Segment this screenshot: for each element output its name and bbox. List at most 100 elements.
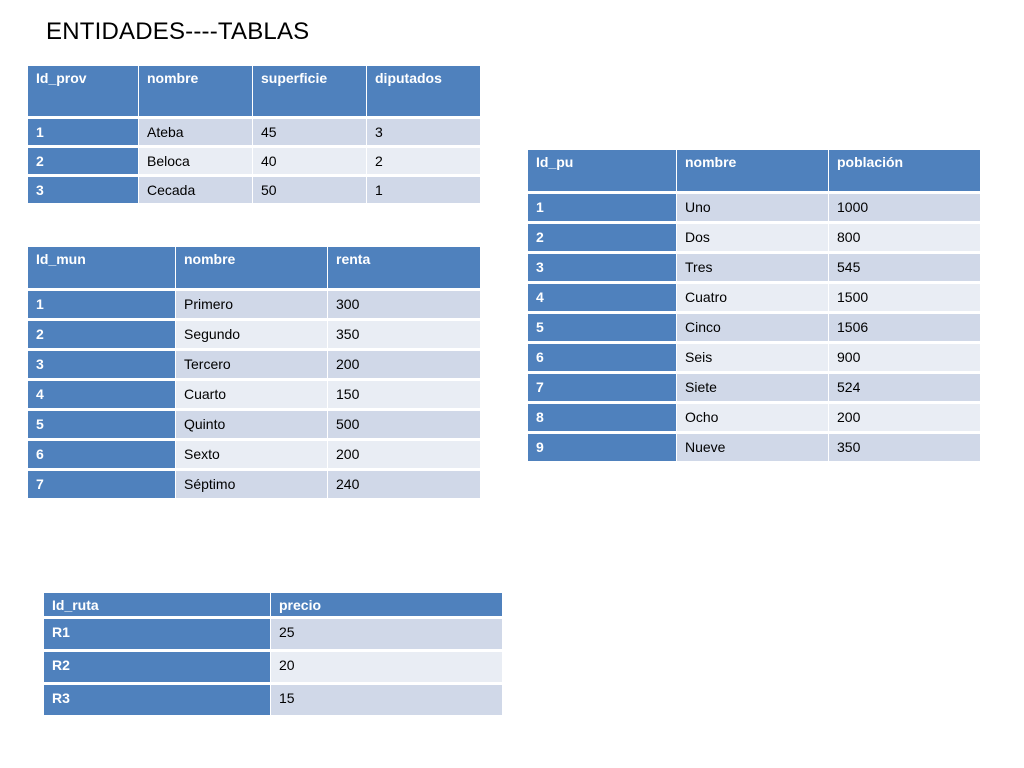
table-row: 1 Primero 300 <box>28 291 480 321</box>
header-cell: nombre <box>677 150 829 194</box>
table-header-row: Id_pu nombre población <box>528 150 980 194</box>
table-cell: Nueve <box>677 434 829 464</box>
table-row: 3 Tres 545 <box>528 254 980 284</box>
table-cell: Dos <box>677 224 829 254</box>
table-cell: 7 <box>28 471 176 501</box>
header-cell: Id_ruta <box>44 593 271 619</box>
table-cell: Beloca <box>139 148 253 177</box>
table-cell: 900 <box>829 344 980 374</box>
table-cell: 500 <box>328 411 480 441</box>
table-rutas: Id_ruta precio R1 25 R2 20 R3 15 <box>44 593 502 718</box>
table-cell: 15 <box>271 685 502 718</box>
table-row: 7 Séptimo 240 <box>28 471 480 501</box>
header-cell: Id_prov <box>28 66 139 119</box>
table-cell: 9 <box>528 434 677 464</box>
table-row: 6 Seis 900 <box>528 344 980 374</box>
table-row: 3 Cecada 50 1 <box>28 177 480 206</box>
table-cell: 8 <box>528 404 677 434</box>
table-cell: 1500 <box>829 284 980 314</box>
table-cell: Sexto <box>176 441 328 471</box>
table-cell: 200 <box>328 441 480 471</box>
table-cell: 2 <box>528 224 677 254</box>
table-provincias: Id_prov nombre superficie diputados 1 At… <box>28 66 480 206</box>
table-cell: Cinco <box>677 314 829 344</box>
table-cell: 25 <box>271 619 502 652</box>
table-cell: 3 <box>528 254 677 284</box>
table-row: 1 Uno 1000 <box>528 194 980 224</box>
table-cell: 2 <box>28 321 176 351</box>
table-cell: 4 <box>528 284 677 314</box>
table-cell: 7 <box>528 374 677 404</box>
table-row: 5 Quinto 500 <box>28 411 480 441</box>
table-cell: Primero <box>176 291 328 321</box>
header-cell: superficie <box>253 66 367 119</box>
table-cell: Tercero <box>176 351 328 381</box>
table-pueblos: Id_pu nombre población 1 Uno 1000 2 Dos … <box>528 150 980 464</box>
table-row: 1 Ateba 45 3 <box>28 119 480 148</box>
table-row: 6 Sexto 200 <box>28 441 480 471</box>
table-row: R1 25 <box>44 619 502 652</box>
table-row: 2 Dos 800 <box>528 224 980 254</box>
table-cell: 200 <box>328 351 480 381</box>
table-cell: 4 <box>28 381 176 411</box>
table-cell: 1000 <box>829 194 980 224</box>
table-cell: 3 <box>28 351 176 381</box>
table-cell: 800 <box>829 224 980 254</box>
table-row: 8 Ocho 200 <box>528 404 980 434</box>
table-cell: 50 <box>253 177 367 206</box>
table-cell: 6 <box>528 344 677 374</box>
table-cell: Cecada <box>139 177 253 206</box>
table-row: 4 Cuarto 150 <box>28 381 480 411</box>
table-cell: 5 <box>528 314 677 344</box>
table-cell: 5 <box>28 411 176 441</box>
table-cell: 1 <box>367 177 480 206</box>
table-cell: 1 <box>28 119 139 148</box>
table-cell: 3 <box>367 119 480 148</box>
page-title: ENTIDADES----TABLAS <box>46 18 310 45</box>
header-cell: Id_pu <box>528 150 677 194</box>
table-cell: 524 <box>829 374 980 404</box>
table-cell: R3 <box>44 685 271 718</box>
table-cell: 6 <box>28 441 176 471</box>
table-row: 2 Beloca 40 2 <box>28 148 480 177</box>
table-cell: Siete <box>677 374 829 404</box>
table-cell: 1506 <box>829 314 980 344</box>
table-row: 3 Tercero 200 <box>28 351 480 381</box>
table-row: 4 Cuatro 1500 <box>528 284 980 314</box>
table-header-row: Id_ruta precio <box>44 593 502 619</box>
table-cell: Quinto <box>176 411 328 441</box>
table-cell: R1 <box>44 619 271 652</box>
table-cell: Cuatro <box>677 284 829 314</box>
table-cell: 545 <box>829 254 980 284</box>
table-cell: 350 <box>829 434 980 464</box>
header-cell: precio <box>271 593 502 619</box>
table-cell: 45 <box>253 119 367 148</box>
table-cell: Cuarto <box>176 381 328 411</box>
table-cell: 3 <box>28 177 139 206</box>
table-cell: Séptimo <box>176 471 328 501</box>
table-cell: Segundo <box>176 321 328 351</box>
table-row: 9 Nueve 350 <box>528 434 980 464</box>
table-row: 7 Siete 524 <box>528 374 980 404</box>
table-cell: Tres <box>677 254 829 284</box>
header-cell: renta <box>328 247 480 291</box>
header-cell: nombre <box>139 66 253 119</box>
table-cell: 150 <box>328 381 480 411</box>
table-cell: 350 <box>328 321 480 351</box>
table-cell: 20 <box>271 652 502 685</box>
table-cell: 40 <box>253 148 367 177</box>
table-cell: 200 <box>829 404 980 434</box>
table-cell: Seis <box>677 344 829 374</box>
table-row: 5 Cinco 1506 <box>528 314 980 344</box>
table-cell: Ocho <box>677 404 829 434</box>
table-municipios: Id_mun nombre renta 1 Primero 300 2 Segu… <box>28 247 480 501</box>
header-cell: Id_mun <box>28 247 176 291</box>
table-cell: 1 <box>528 194 677 224</box>
table-cell: R2 <box>44 652 271 685</box>
table-cell: 2 <box>367 148 480 177</box>
table-cell: 240 <box>328 471 480 501</box>
table-header-row: Id_prov nombre superficie diputados <box>28 66 480 119</box>
table-row: R3 15 <box>44 685 502 718</box>
header-cell: diputados <box>367 66 480 119</box>
header-cell: población <box>829 150 980 194</box>
